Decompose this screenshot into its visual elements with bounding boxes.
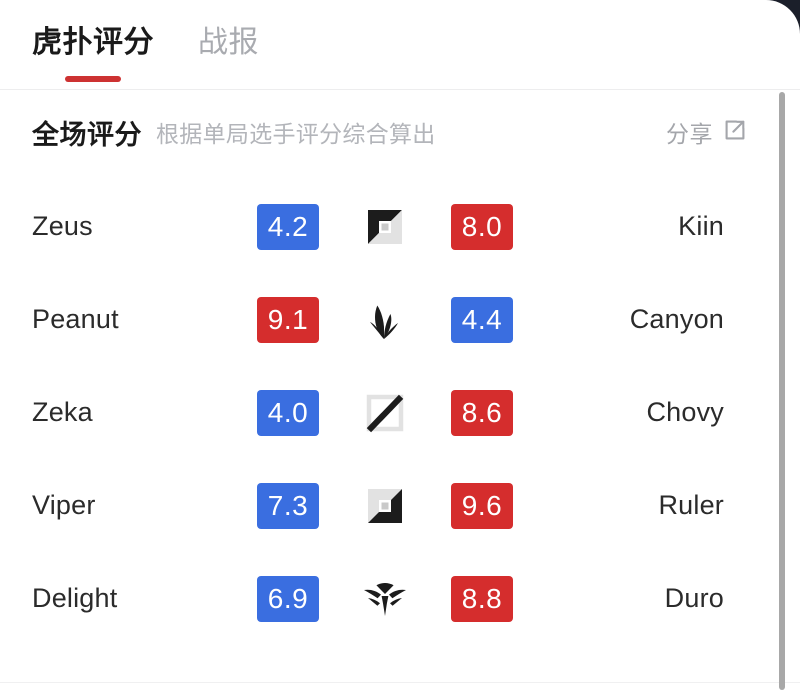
score-badge-left: 7.3 — [257, 482, 319, 529]
player-name-right: Kiin — [678, 211, 724, 241]
bottom-divider — [0, 682, 800, 683]
score-badge-right: 9.6 — [451, 482, 513, 529]
score-badge-right: 8.8 — [451, 575, 513, 622]
table-row[interactable]: Zeus 4.2 8.0 Kiin — [0, 180, 800, 273]
mid-lane-icon — [335, 390, 435, 436]
player-name-left: Zeus — [32, 211, 93, 241]
tab-match-report[interactable]: 战报 — [198, 28, 259, 62]
player-name-left: Viper — [32, 490, 96, 520]
player-name-left: Zeka — [32, 397, 93, 427]
vertical-scrollbar[interactable] — [779, 92, 785, 690]
table-row[interactable]: Viper 7.3 9.6 Ruler — [0, 459, 800, 552]
tab-hupu-rating[interactable]: 虎扑评分 — [32, 26, 154, 82]
section-header: 全场评分 根据单局选手评分综合算出 分享 — [0, 90, 800, 174]
external-link-icon — [722, 117, 748, 148]
score-badge-left: 6.9 — [257, 575, 319, 622]
active-tab-underline — [65, 76, 121, 82]
tab-label: 虎扑评分 — [32, 26, 154, 59]
score-badge-left: 4.0 — [257, 389, 319, 436]
score-badge-right: 8.0 — [451, 203, 513, 250]
jungle-icon — [335, 297, 435, 343]
tab-label: 战报 — [198, 26, 259, 59]
section-subtitle: 根据单局选手评分综合算出 — [156, 121, 436, 147]
player-name-right: Canyon — [629, 304, 724, 334]
support-icon — [335, 576, 435, 622]
section-title: 全场评分 — [32, 119, 142, 150]
table-row[interactable]: Zeka 4.0 8.6 Chovy — [0, 366, 800, 459]
share-label: 分享 — [666, 121, 713, 147]
share-button[interactable]: 分享 — [666, 115, 764, 149]
player-rating-list: Zeus 4.2 8.0 Kiin Peanut 9.1 — [0, 174, 800, 645]
table-row[interactable]: Delight 6.9 8.8 Duro — [0, 552, 800, 645]
score-badge-right: 8.6 — [451, 389, 513, 436]
score-badge-left: 4.2 — [257, 203, 319, 250]
top-lane-icon — [335, 204, 435, 250]
score-badge-right: 4.4 — [451, 296, 513, 343]
player-name-left: Peanut — [32, 304, 119, 334]
player-name-left: Delight — [32, 583, 118, 613]
player-name-right: Chovy — [646, 397, 724, 427]
bot-lane-icon — [335, 483, 435, 529]
player-name-right: Ruler — [658, 490, 724, 520]
table-row[interactable]: Peanut 9.1 4.4 Canyon — [0, 273, 800, 366]
score-badge-left: 9.1 — [257, 296, 319, 343]
player-name-right: Duro — [664, 583, 724, 613]
tab-bar: 虎扑评分 战报 — [0, 0, 800, 90]
